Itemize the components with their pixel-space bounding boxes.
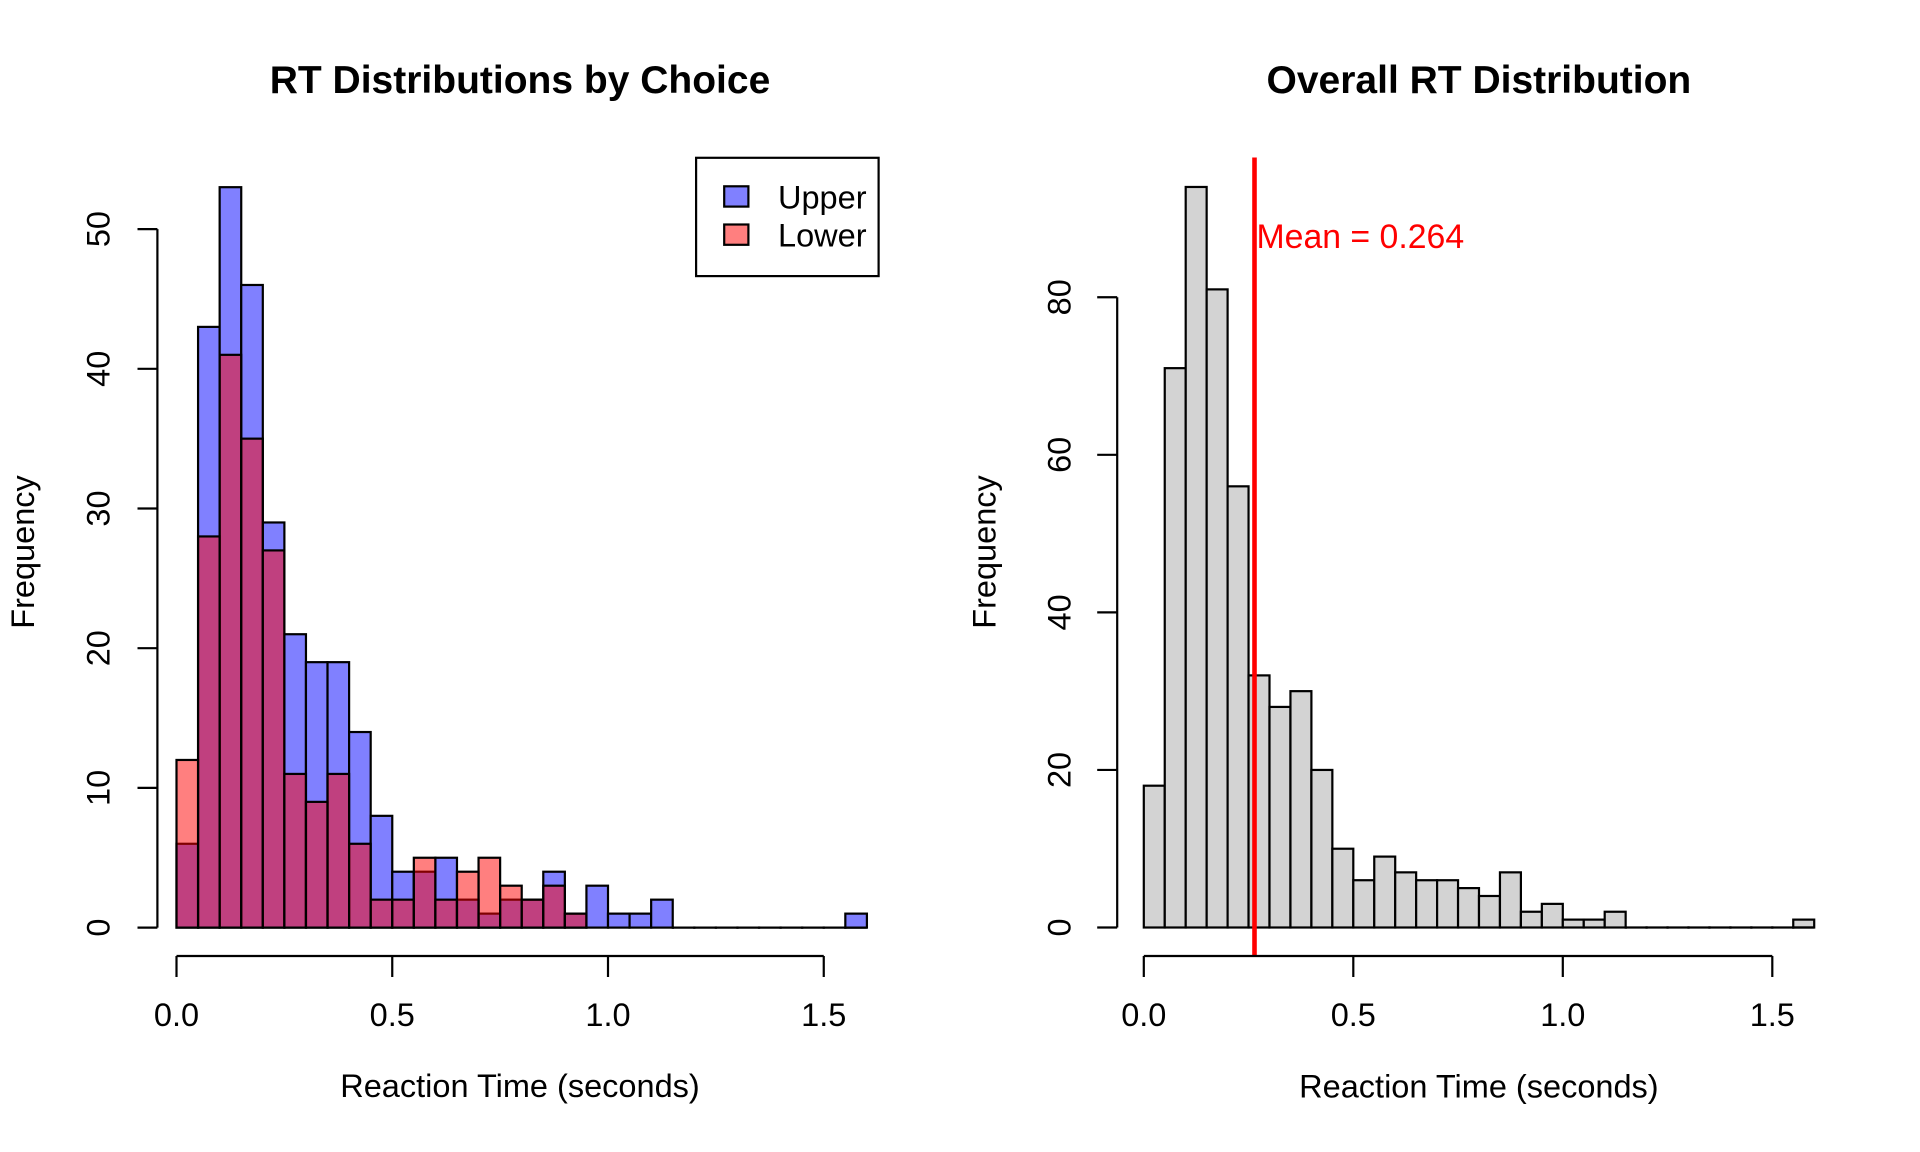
svg-text:60: 60: [1042, 437, 1078, 473]
svg-text:Lower: Lower: [778, 218, 867, 254]
svg-text:10: 10: [81, 770, 117, 806]
svg-text:Upper: Upper: [778, 180, 867, 216]
svg-text:Mean = 0.264: Mean = 0.264: [1257, 218, 1465, 256]
svg-text:Reaction Time (seconds): Reaction Time (seconds): [1299, 1069, 1658, 1105]
svg-text:0.5: 0.5: [1331, 997, 1376, 1033]
svg-text:0.0: 0.0: [1121, 997, 1166, 1033]
svg-text:40: 40: [1042, 594, 1078, 630]
svg-text:Overall RT Distribution: Overall RT Distribution: [1267, 59, 1692, 102]
svg-text:Frequency: Frequency: [967, 474, 1003, 628]
svg-text:Reaction Time (seconds): Reaction Time (seconds): [340, 1068, 699, 1104]
svg-text:0.0: 0.0: [154, 997, 199, 1033]
svg-text:Frequency: Frequency: [5, 474, 41, 628]
svg-text:1.0: 1.0: [1540, 997, 1585, 1033]
svg-text:80: 80: [1042, 279, 1078, 315]
svg-text:1.0: 1.0: [585, 997, 630, 1033]
svg-text:0: 0: [81, 919, 117, 937]
svg-text:1.5: 1.5: [801, 997, 846, 1033]
svg-text:0.5: 0.5: [370, 997, 415, 1033]
svg-text:0: 0: [1042, 918, 1078, 936]
svg-text:40: 40: [81, 351, 117, 387]
svg-text:50: 50: [81, 211, 117, 247]
svg-text:30: 30: [81, 490, 117, 526]
svg-text:RT Distributions by Choice: RT Distributions by Choice: [270, 59, 771, 102]
svg-text:20: 20: [81, 630, 117, 666]
svg-text:20: 20: [1042, 752, 1078, 788]
svg-text:1.5: 1.5: [1750, 997, 1795, 1033]
